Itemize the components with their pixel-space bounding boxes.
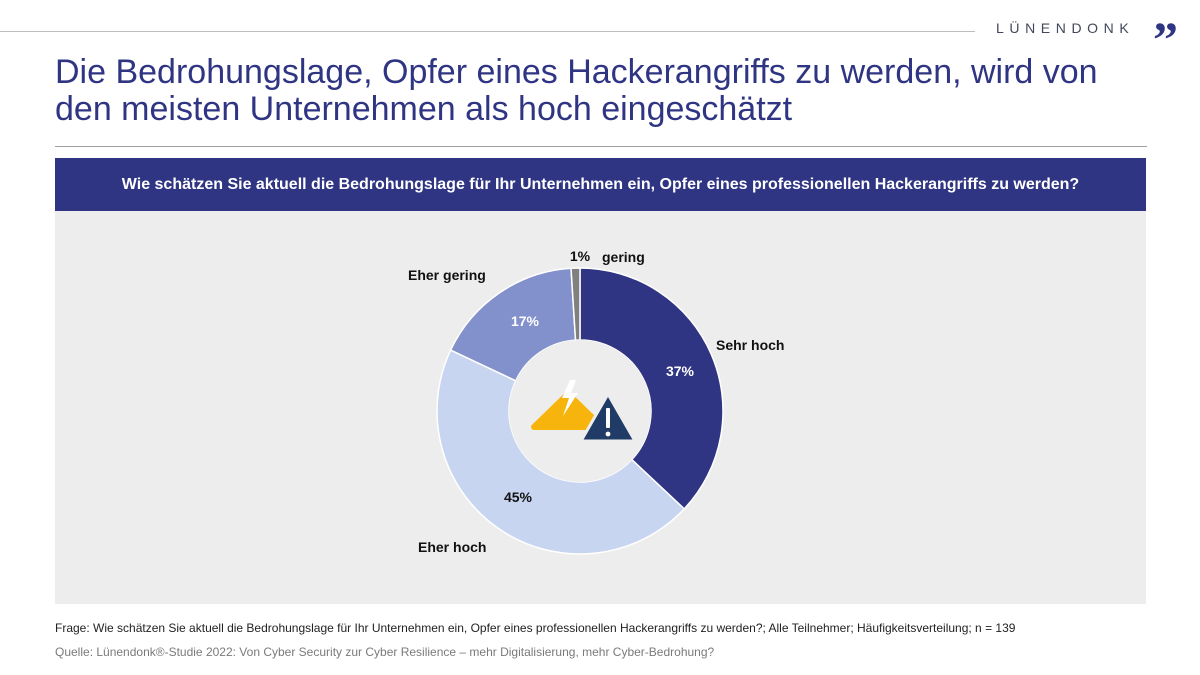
exclamation-warning-icon: [579, 392, 637, 443]
title-divider: [55, 146, 1147, 147]
brand-quote-mark: ”: [1153, 11, 1178, 67]
brand-logo-text: LÜNENDONK: [996, 20, 1135, 36]
question-banner: Wie schätzen Sie aktuell die Bedrohungsl…: [55, 158, 1146, 211]
page-title: Die Bedrohungslage, Opfer eines Hackeran…: [55, 53, 1098, 128]
value-label-gering: 1%: [570, 248, 591, 264]
category-label-eher-hoch: Eher hoch: [418, 539, 486, 555]
value-label-eher-hoch: 45%: [504, 489, 533, 505]
question-footnote: Frage: Wie schätzen Sie aktuell die Bedr…: [55, 621, 1016, 635]
category-label-gering: gering: [602, 249, 645, 265]
donut-chart: 37% Sehr hoch 45% Eher hoch 17% Eher gering 1%…: [408, 248, 784, 555]
source-note: Quelle: Lünendonk®-Studie 2022: Von Cybe…: [55, 645, 715, 659]
lightning-warning-icon: [531, 380, 605, 430]
category-label-sehr-hoch: Sehr hoch: [716, 337, 784, 353]
value-label-eher-gering: 17%: [511, 313, 540, 329]
chart-panel: 37% Sehr hoch 45% Eher hoch 17% Eher gering 1%…: [55, 211, 1146, 604]
value-label-sehr-hoch: 37%: [666, 363, 695, 379]
question-text: Wie schätzen Sie aktuell die Bedrohungsl…: [121, 175, 1080, 193]
category-label-eher-gering: Eher gering: [408, 267, 486, 283]
center-icons: [531, 380, 637, 443]
header-divider: [0, 31, 975, 32]
